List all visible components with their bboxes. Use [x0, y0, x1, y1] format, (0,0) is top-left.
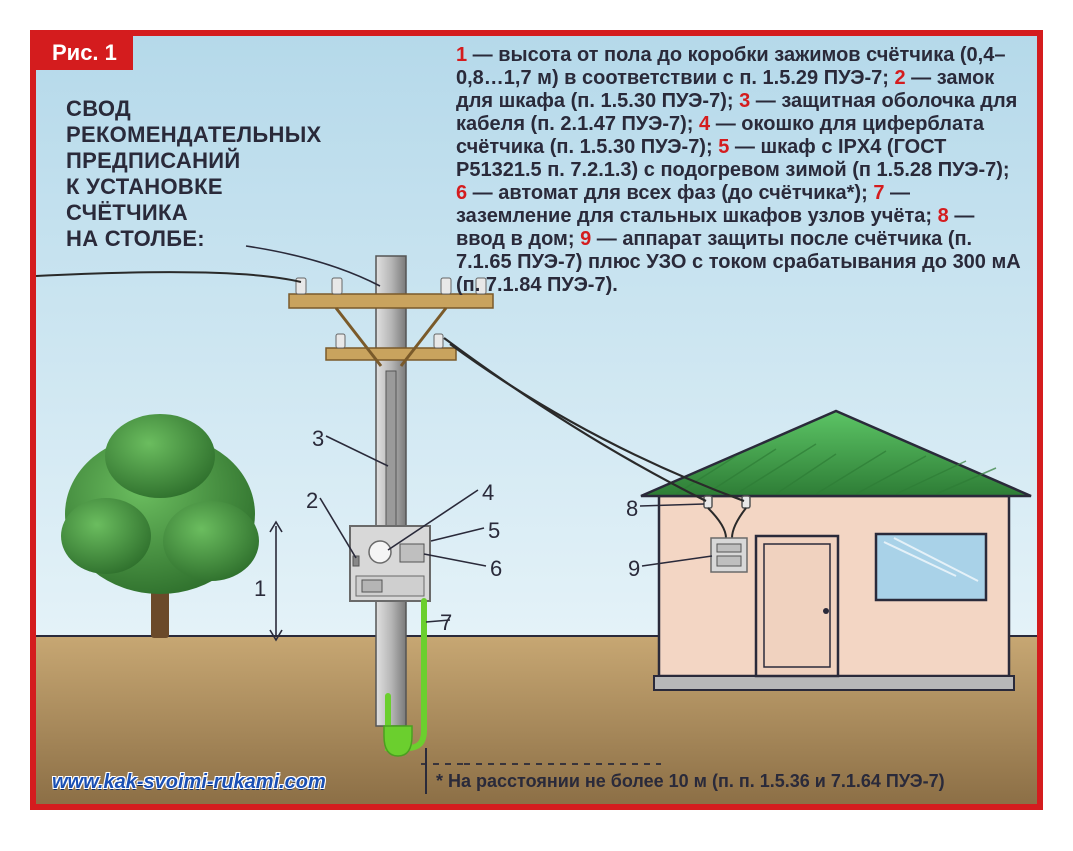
legend-number: 3 — [739, 90, 750, 112]
figure-label: Рис. 1 — [36, 36, 133, 70]
legend-dash: — — [467, 182, 498, 204]
callout-number-2: 2 — [306, 488, 318, 514]
meter-cabinet — [350, 526, 430, 601]
scene: Рис. 1 СВОДРЕКОМЕНДАТЕЛЬНЫХПРЕДПИСАНИЙК … — [36, 36, 1037, 804]
legend-number: 6 — [456, 182, 467, 204]
title-line: НА СТОЛБЕ: — [66, 226, 396, 252]
legend-number: 2 — [894, 67, 905, 89]
legend-dash: — — [729, 136, 760, 158]
callout-number-7: 7 — [440, 610, 452, 636]
legend-dash: — — [467, 44, 498, 66]
callout-number-9: 9 — [628, 556, 640, 582]
callout-number-3: 3 — [312, 426, 324, 452]
legend-dash: — — [710, 113, 741, 135]
title-line: РЕКОМЕНДАТЕЛЬНЫХ — [66, 122, 396, 148]
legend-dash: — — [884, 182, 910, 204]
callout-number-4: 4 — [482, 480, 494, 506]
legend-text: ввод в дом; — [456, 228, 575, 250]
legend-dash: — — [949, 205, 975, 227]
legend-number: 8 — [938, 205, 949, 227]
legend-dash: — — [750, 90, 781, 112]
legend-text: автомат для всех фаз (до счётчика*); — [498, 182, 868, 204]
footnote: * На расстоянии не более 10 м (п. п. 1.5… — [436, 771, 945, 792]
callout-number-8: 8 — [626, 496, 638, 522]
legend: 1 — высота от пола до коробки зажимов сч… — [456, 44, 1021, 297]
legend-number: 5 — [718, 136, 729, 158]
title-line: К УСТАНОВКЕ — [66, 174, 396, 200]
legend-number: 9 — [580, 228, 591, 250]
legend-number: 1 — [456, 44, 467, 66]
legend-number: 7 — [873, 182, 884, 204]
legend-text: заземление для стальных шкафов узлов учё… — [456, 205, 932, 227]
legend-dash: — — [906, 67, 937, 89]
title: СВОДРЕКОМЕНДАТЕЛЬНЫХПРЕДПИСАНИЙК УСТАНОВ… — [66, 96, 396, 252]
title-line: СВОД — [66, 96, 396, 122]
source-url: www.kak-svoimi-rukami.com — [52, 771, 326, 794]
title-line: СЧЁТЧИКА — [66, 200, 396, 226]
legend-dash: — — [591, 228, 622, 250]
callout-number-6: 6 — [490, 556, 502, 582]
figure-frame: Рис. 1 СВОДРЕКОМЕНДАТЕЛЬНЫХПРЕДПИСАНИЙК … — [30, 30, 1043, 810]
title-line: ПРЕДПИСАНИЙ — [66, 148, 396, 174]
callout-number-5: 5 — [488, 518, 500, 544]
callout-number-1: 1 — [254, 576, 266, 602]
legend-number: 4 — [699, 113, 710, 135]
